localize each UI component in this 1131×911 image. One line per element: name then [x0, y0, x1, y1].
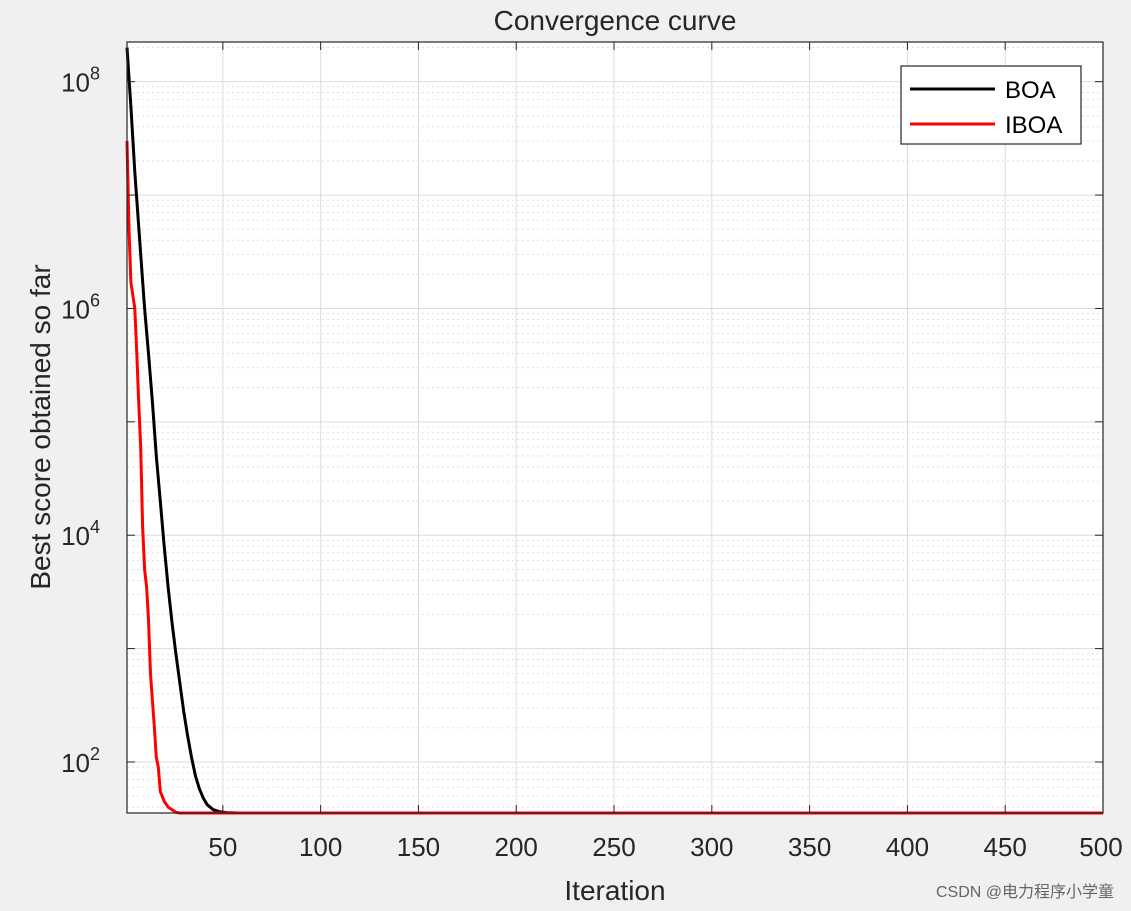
y-tick-label: 108	[61, 64, 100, 98]
x-axis-label: Iteration	[564, 875, 665, 906]
y-tick-label: 104	[61, 517, 100, 551]
watermark-text: CSDN @电力程序小学童	[936, 882, 1114, 901]
plot-area	[127, 42, 1103, 813]
y-tick-label: 102	[61, 744, 100, 778]
x-tick-label: 350	[788, 832, 831, 862]
legend-label-iboa: IBOA	[1005, 112, 1062, 139]
y-tick-label: 106	[61, 290, 100, 324]
x-tick-label: 200	[495, 832, 538, 862]
x-tick-label: 400	[886, 832, 929, 862]
legend-box	[900, 65, 1082, 145]
axis-ticks: 50 100 150 200 250 300 350 400 450 500 102 104 106 10…	[61, 42, 1123, 862]
x-tick-label: 500	[1079, 832, 1122, 862]
x-tick-label: 250	[592, 832, 635, 862]
x-tick-label: 450	[984, 832, 1027, 862]
x-tick-label: 100	[299, 832, 342, 862]
plot-frame	[126, 41, 1104, 814]
legend: BOA IBOA	[900, 65, 1082, 145]
chart-title: Convergence curve	[494, 5, 737, 36]
legend-label-boa: BOA	[1005, 77, 1056, 104]
x-tick-label: 50	[208, 832, 237, 862]
x-tick-label: 150	[397, 832, 440, 862]
x-tick-label: 300	[690, 832, 733, 862]
series-line-iboa	[125, 140, 1103, 815]
y-axis-label: Best score obtained so far	[25, 264, 56, 589]
